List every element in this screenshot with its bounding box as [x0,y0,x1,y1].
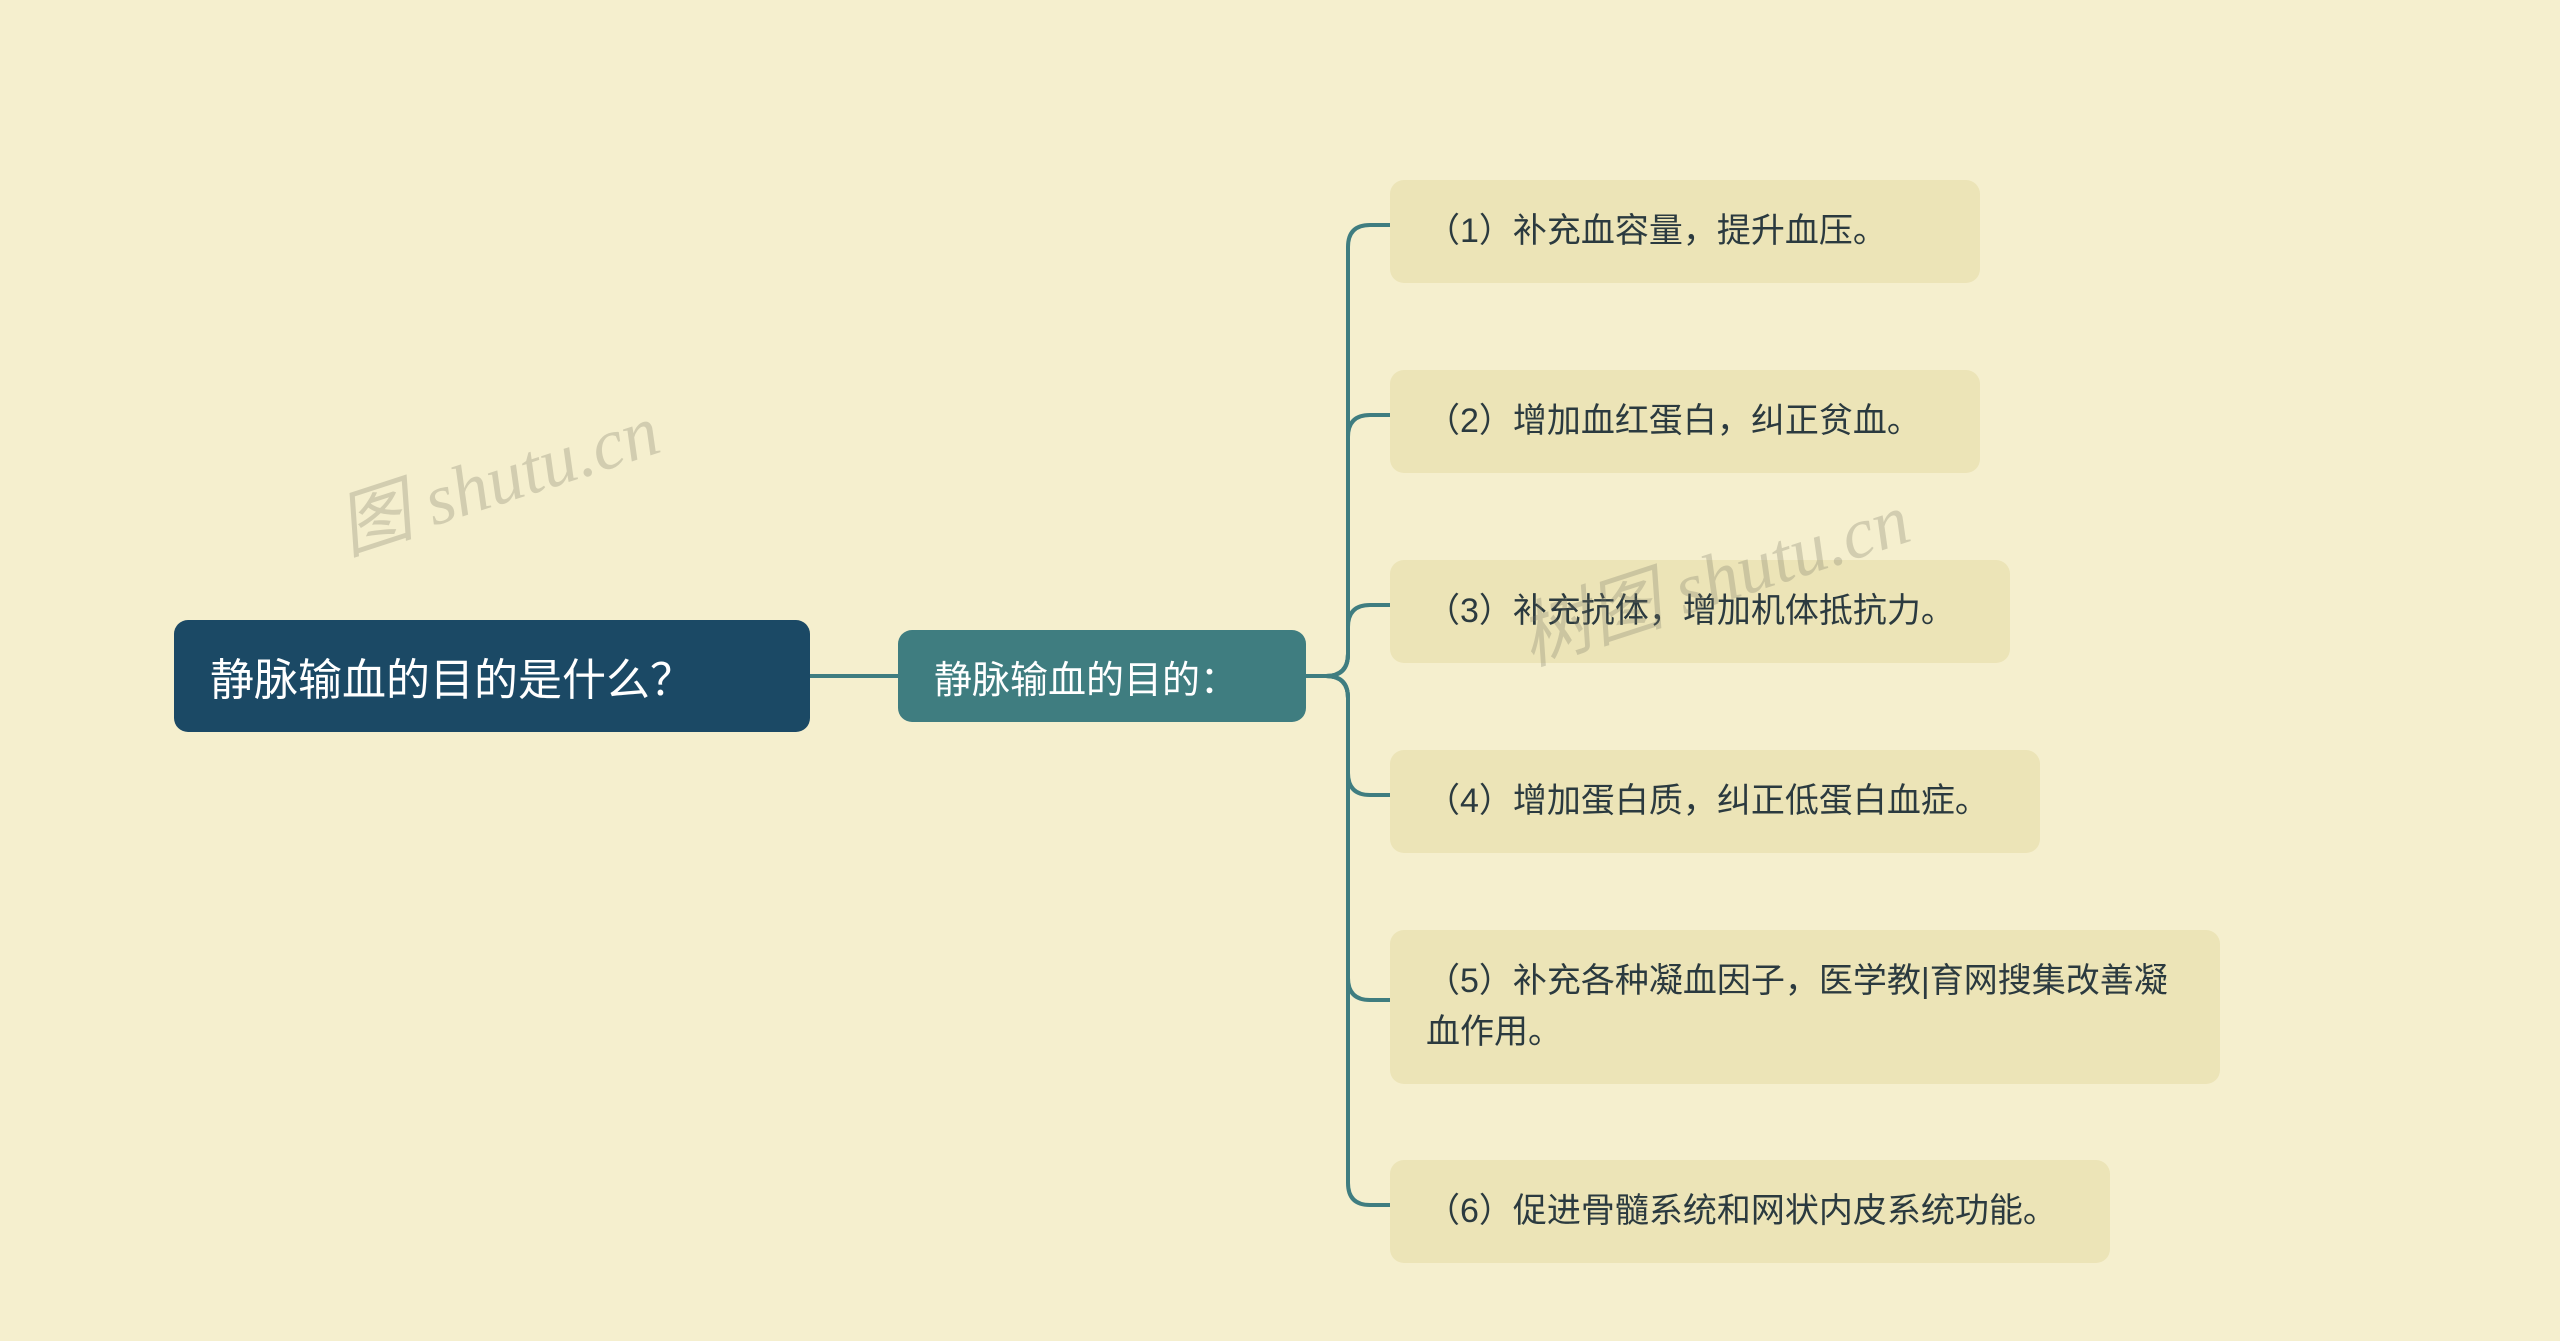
leaf-node-label: （4）增加蛋白质，纠正低蛋白血症。 [1426,776,1989,827]
leaf-node: （5）补充各种凝血因子，医学教|育网搜集改善凝血作用。 [1390,930,2220,1084]
watermark: 图 shutu.cn [322,371,670,573]
sub-node: 静脉输血的目的： [898,630,1306,722]
leaf-node-label: （3）补充抗体，增加机体抵抗力。 [1426,586,1955,637]
leaf-node-label: （5）补充各种凝血因子，医学教|育网搜集改善凝血作用。 [1426,956,2184,1058]
root-node-label: 静脉输血的目的是什么？ [210,644,694,708]
leaf-node: （2）增加血红蛋白，纠正贫血。 [1390,370,1980,473]
leaf-node-label: （6）促进骨髓系统和网状内皮系统功能。 [1426,1186,2057,1237]
leaf-node: （6）促进骨髓系统和网状内皮系统功能。 [1390,1160,2110,1263]
leaf-node: （3）补充抗体，增加机体抵抗力。 [1390,560,2010,663]
mindmap-canvas: 静脉输血的目的是什么？ 静脉输血的目的： （1）补充血容量，提升血压。 （2）增加… [0,0,2560,1341]
root-node: 静脉输血的目的是什么？ [174,620,810,732]
leaf-node: （4）增加蛋白质，纠正低蛋白血症。 [1390,750,2040,853]
leaf-node: （1）补充血容量，提升血压。 [1390,180,1980,283]
leaf-node-label: （1）补充血容量，提升血压。 [1426,206,1887,257]
sub-node-label: 静脉输血的目的： [934,649,1238,704]
leaf-node-label: （2）增加血红蛋白，纠正贫血。 [1426,396,1921,447]
